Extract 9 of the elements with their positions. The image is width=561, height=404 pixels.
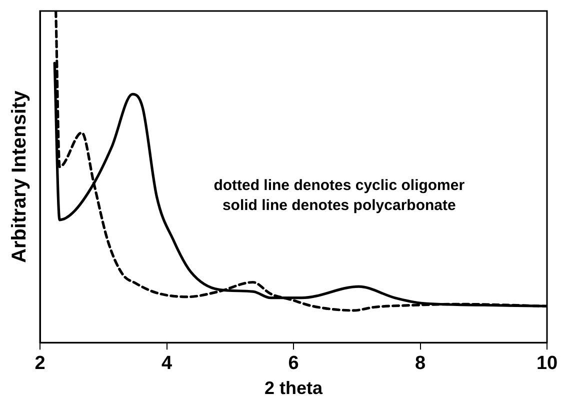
x-tick-label: 10 [536, 353, 558, 374]
annotation: solid line denotes polycarbonate [222, 197, 456, 214]
x-tick-label: 2 [34, 353, 46, 374]
annotation: dotted line denotes cyclic oligomer [214, 177, 465, 194]
x-axis-title: 2 theta [264, 378, 324, 398]
x-tick-label: 6 [288, 353, 299, 374]
x-tick-label: 8 [414, 353, 426, 374]
x-tick-label: 4 [161, 353, 172, 374]
y-axis-title: Arbitrary Intensity [8, 90, 31, 263]
